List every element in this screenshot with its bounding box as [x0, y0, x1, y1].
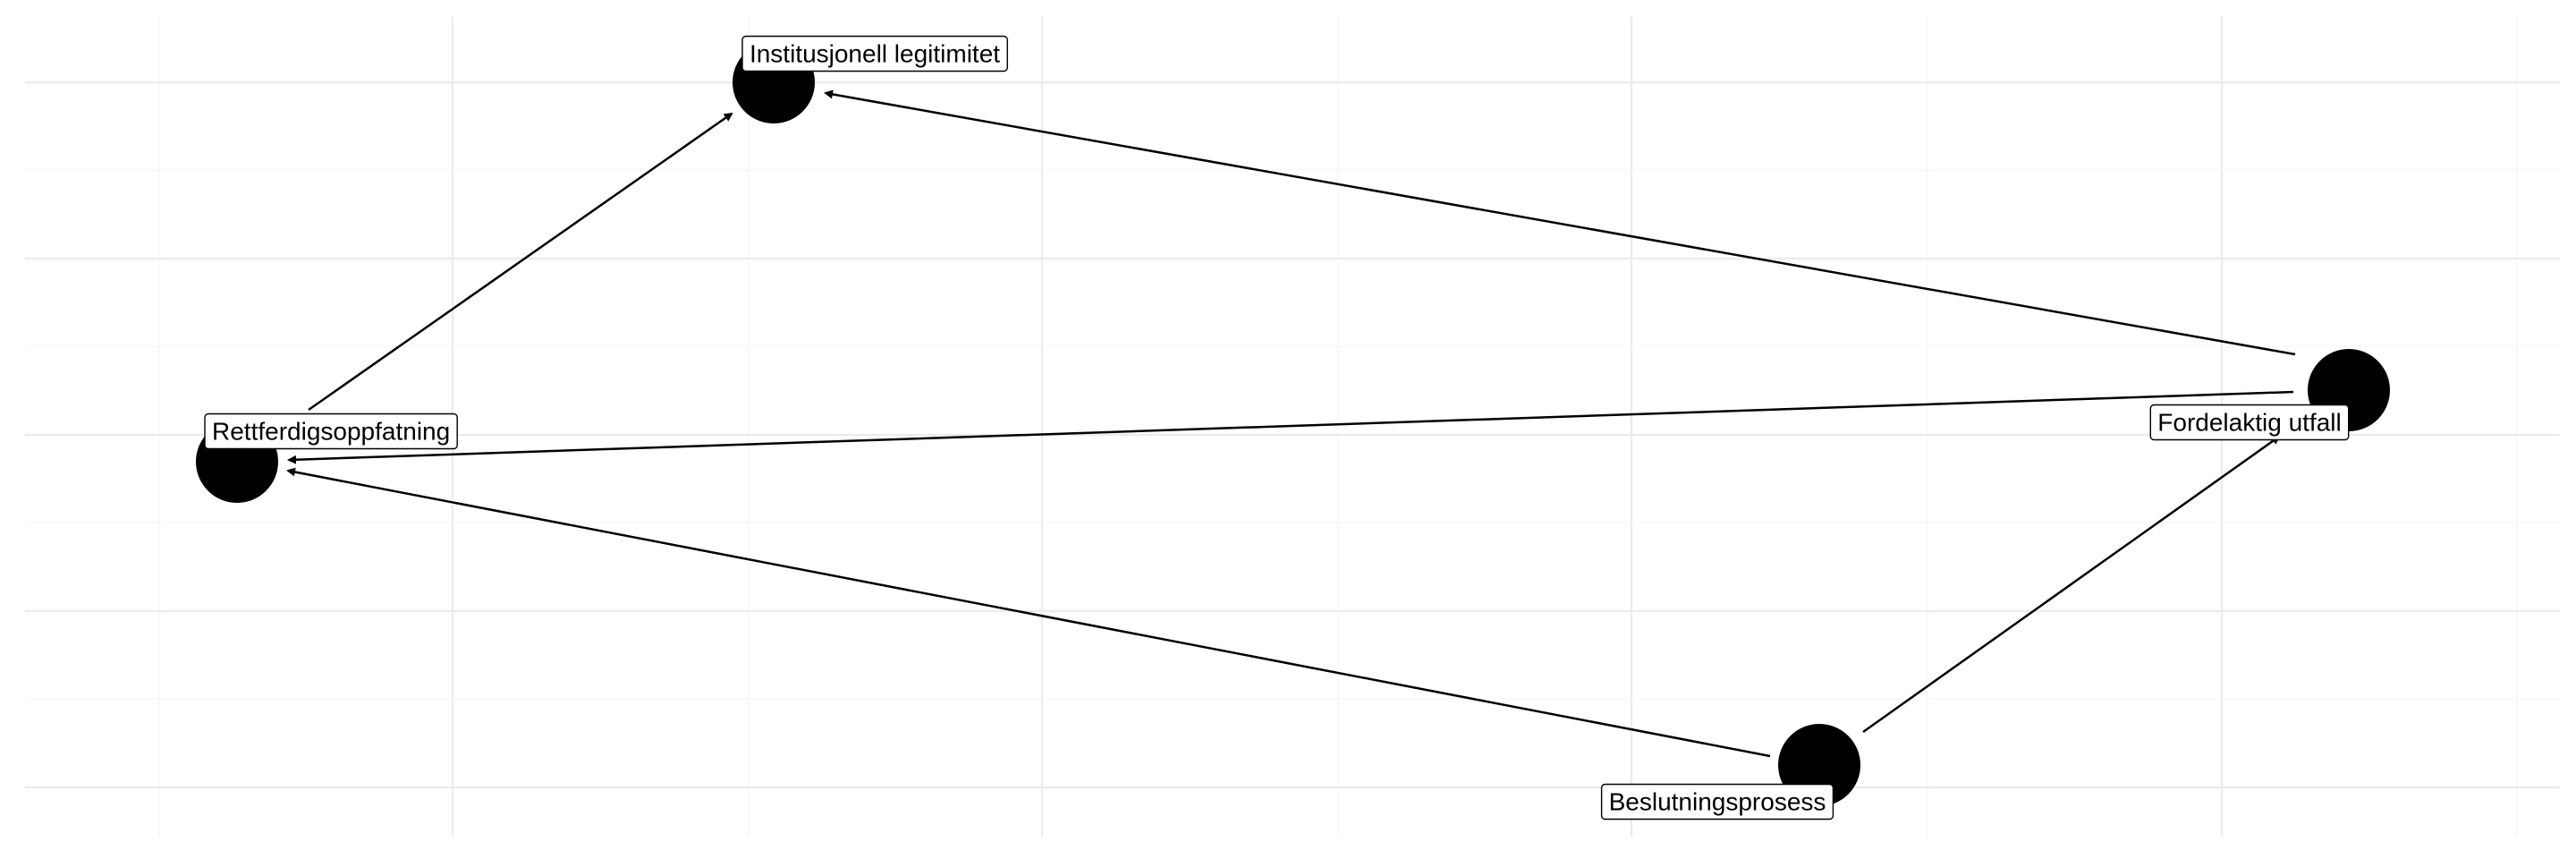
node-label-text: Fordelaktig utfall [2157, 409, 2341, 437]
label-box [2149, 404, 2350, 441]
edge-layer [286, 89, 2296, 758]
edge-utfall-to-rettferdighet [287, 390, 2294, 464]
node-label-prosess: Beslutningsprosess [1600, 783, 1835, 821]
edge-utfall-to-legitimitet [824, 89, 2296, 356]
label-box [1600, 783, 1835, 821]
edge-prosess-to-rettferdighet [286, 467, 1771, 758]
label-layer: Institusjonell legitimitet Rettferdigsopp… [204, 35, 2350, 821]
plot-grid [25, 16, 2560, 837]
edge-rettferdighet-to-legitimitet [308, 112, 733, 412]
edge-prosess-to-utfall [1862, 435, 2281, 734]
node-label-text: Institusjonell legitimitet [750, 40, 1000, 68]
node-layer [196, 41, 2390, 806]
node-label-utfall: Fordelaktig utfall [2149, 404, 2350, 441]
node-label-rettferdighet: Rettferdigsoppfatning [204, 412, 458, 450]
label-box [741, 35, 1008, 72]
node-label-text: Beslutningsprosess [1609, 788, 1826, 816]
node-label-legitimitet: Institusjonell legitimitet [741, 35, 1008, 72]
label-box [204, 412, 458, 450]
node-label-text: Rettferdigsoppfatning [212, 418, 450, 446]
